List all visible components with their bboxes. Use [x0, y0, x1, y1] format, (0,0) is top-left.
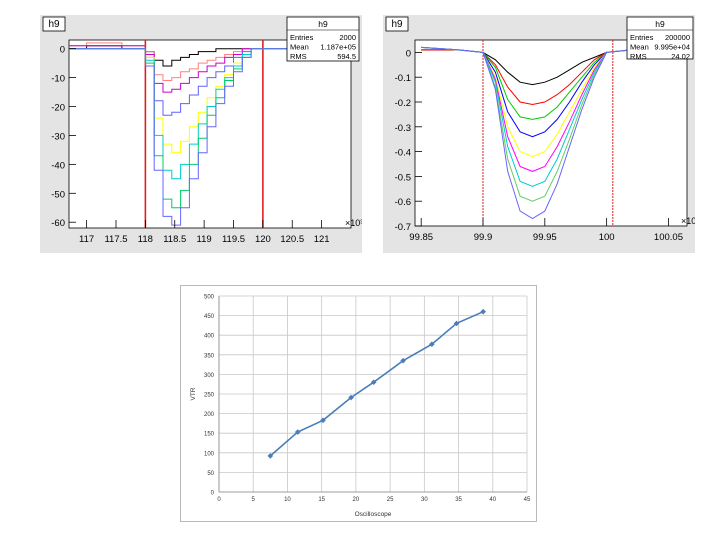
stats-value: 9.995e+04: [654, 43, 690, 52]
root-canvas-left: h9 0 -10 -20 -30 -40 -50 -60 117 117.5 118 118.5 119…: [40, 15, 362, 253]
y-tick-label: -0.6: [395, 197, 411, 208]
x-tick-label: 121: [314, 234, 330, 245]
y-tick-label: 350: [204, 353, 215, 359]
series-line-4: [69, 48, 351, 116]
x-tick-label: 35: [455, 497, 462, 503]
stats-label: RMS: [290, 52, 307, 61]
x-tick-label: 100: [599, 232, 615, 243]
y-tick-label: 250: [204, 393, 215, 399]
y-tick-label: -30: [51, 131, 65, 142]
x-tick-label: 119: [197, 234, 212, 245]
data-point: [320, 417, 326, 424]
y-tick-label: 0: [60, 45, 65, 56]
stats-name: h9: [655, 19, 665, 29]
y-tick-label: -0.5: [395, 172, 411, 183]
y-tick-label: -0.1: [395, 73, 411, 84]
stats-label: Entries: [290, 33, 314, 42]
y-tick-label: 50: [207, 471, 214, 477]
data-point: [294, 429, 301, 435]
x-tick-label: 5: [252, 497, 256, 503]
stats-box: [626, 16, 694, 60]
title-box: [42, 16, 66, 32]
title-text: h9: [48, 19, 60, 30]
series-line-6: [69, 48, 351, 180]
y-tick-label: 0: [211, 491, 215, 497]
x-tick-label: 0: [217, 497, 221, 503]
x-tick-label: 30: [421, 497, 428, 503]
x-tick-label: 118.5: [163, 234, 186, 245]
root-canvas-right: h9 0 -0.1 -0.2 -0.3 -0.4 -0.5 -0.6 -0.7 99.85 99.9…: [383, 15, 695, 253]
y-tick-label: -60: [51, 218, 65, 229]
data-point: [348, 394, 354, 401]
x-tick-label: 99.9: [474, 232, 493, 243]
x-exponent: ×10³: [681, 216, 695, 226]
stats-value: 1.187e+05: [320, 43, 356, 52]
x-exponent: ×10³: [345, 218, 362, 228]
data-point: [453, 320, 460, 327]
x-tick-label: 15: [318, 497, 325, 503]
y-tick-label: 200: [204, 412, 215, 418]
stats-value: 200000: [665, 33, 690, 42]
stats-label: RMS: [630, 52, 647, 61]
y-tick-label: 400: [204, 334, 215, 340]
x-tick-label: 40: [489, 497, 496, 503]
series-line-5: [69, 48, 351, 154]
y-axis-label: VTR: [190, 387, 197, 400]
x-tick-label: 120: [255, 234, 271, 245]
x-tick-label: 99.95: [533, 232, 557, 243]
stats-name: h9: [318, 19, 328, 29]
plot-frame: [68, 39, 352, 229]
data-point: [429, 341, 435, 348]
y-tick-label: 300: [204, 373, 215, 379]
y-tick-label: 0: [406, 48, 411, 59]
series-line-4: [421, 46, 669, 138]
calibration-line-chart: 0 50 100 150 200 250 300 350 400 450 500 0 5 10 15 20 25…: [190, 295, 531, 519]
x-tick-label: 45: [524, 497, 531, 503]
stats-value: 594.5: [337, 52, 356, 61]
stats-label: Mean: [290, 43, 309, 52]
x-tick-label: 117: [79, 234, 94, 245]
title-text: h9: [391, 19, 403, 30]
histogram-plot-right: h9 0 -0.1 -0.2 -0.3 -0.4 -0.5 -0.6 -0.799.85 99.9…: [385, 16, 695, 243]
data-point: [480, 308, 486, 315]
y-tick-label: -0.3: [395, 123, 411, 134]
y-tick-label: 450: [204, 314, 215, 320]
y-tick-label: 500: [204, 295, 215, 301]
title-box: [385, 16, 409, 32]
stats-value: 2000: [339, 33, 356, 42]
plot-frame: [414, 39, 688, 227]
series-line: [269, 310, 484, 457]
x-axis-label: Oscilloscope: [355, 511, 392, 518]
x-tick-label: 117.5: [104, 234, 127, 245]
series-line-8: [69, 48, 351, 226]
x-tick-label: 20: [353, 497, 360, 503]
stats-label: Mean: [630, 43, 649, 52]
x-tick-label: 118: [138, 234, 153, 245]
calibration-chart: 0 50 100 150 200 250 300 350 400 450 500 0 5 10 15 20 25…: [180, 285, 537, 522]
histogram-plot-left: h9 0 -10 -20 -30 -40 -50 -60 117 117.5 118 118.5 119…: [42, 16, 362, 245]
y-tick-label: -40: [51, 160, 65, 171]
y-tick-label: 100: [204, 451, 215, 457]
series-line-2: [421, 49, 669, 106]
x-tick-label: 10: [284, 497, 291, 503]
y-tick-label: 150: [204, 432, 215, 438]
stats-value: 24.02: [671, 52, 690, 61]
x-tick-label: 120.5: [280, 234, 304, 245]
series-line-3: [421, 46, 669, 120]
x-tick-label: 99.85: [409, 232, 433, 243]
stats-label: Entries: [630, 33, 654, 42]
y-tick-label: -50: [51, 189, 65, 200]
x-tick-label: 25: [387, 497, 394, 503]
series-line-7: [69, 48, 351, 209]
y-tick-label: -20: [51, 103, 65, 114]
series-line-1: [421, 49, 669, 86]
x-tick-label: 119.5: [222, 234, 245, 245]
y-tick-label: -0.4: [395, 148, 411, 159]
stats-box: [286, 16, 360, 62]
x-tick-label: 100.05: [654, 232, 683, 243]
y-tick-label: -10: [51, 74, 65, 85]
y-tick-label: -0.2: [395, 98, 411, 109]
series-line-9: [421, 46, 669, 220]
y-tick-label: -0.7: [395, 222, 411, 233]
